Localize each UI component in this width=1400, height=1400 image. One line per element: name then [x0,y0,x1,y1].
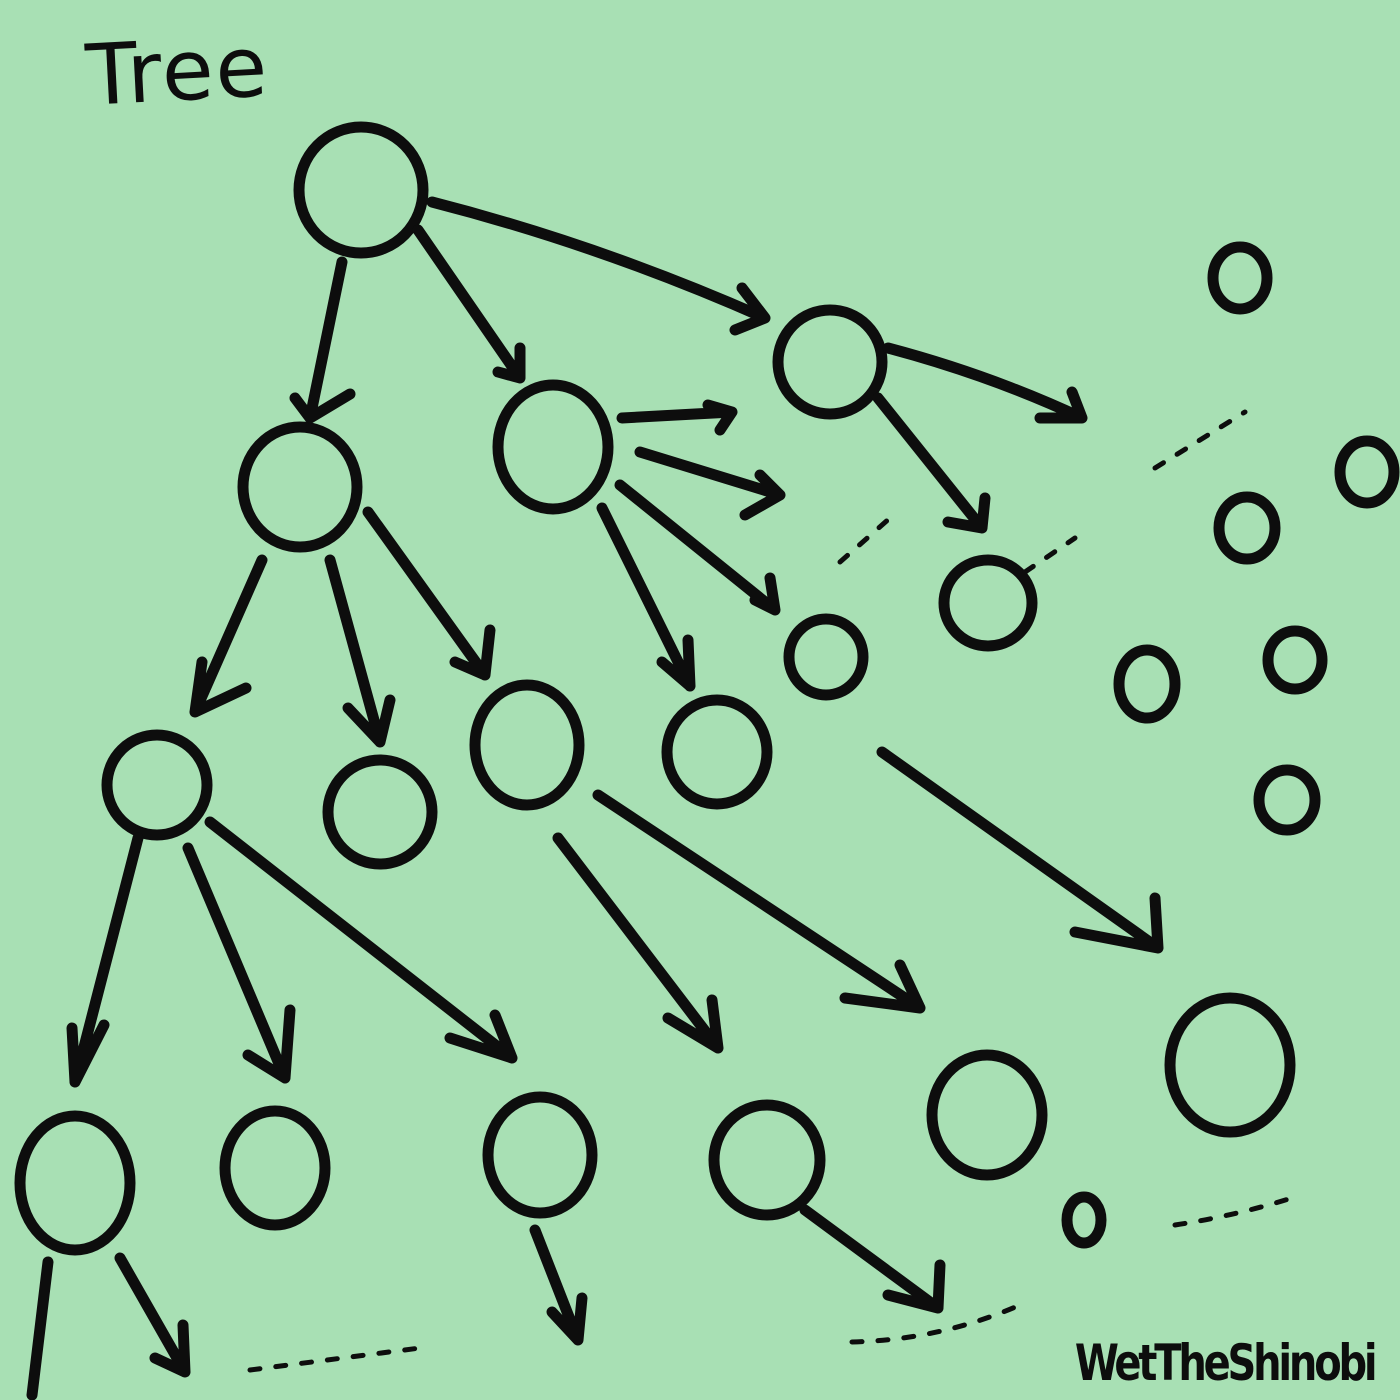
dots-right-upper [1025,538,1075,572]
node-l2-c [475,685,579,805]
artist-signature: WetTheShinobi [1074,1334,1374,1392]
dots-middle [840,518,890,562]
edge-root-l1b [418,230,520,378]
node-l2-a [107,735,207,835]
edge-l1b-up [622,405,732,430]
dots-bottom-left [250,1348,420,1370]
edge-root-l1c [432,202,765,330]
edge-l1a-l2a [195,560,262,712]
edge-l2c-l3e [598,795,920,1008]
edge-l3a-right [120,1258,185,1372]
node-small-6 [1259,770,1315,830]
node-l3-c [488,1097,592,1213]
node-small-4 [1119,650,1175,718]
node-l3-e [932,1055,1042,1175]
node-l3-a [20,1116,130,1250]
node-l2-d [667,700,767,804]
node-l3-d [714,1105,820,1215]
dots-bottom-right [1175,1196,1298,1225]
edge-l1a-l2b [330,560,390,742]
node-l1-c [778,310,882,414]
edge-l1a-l2c [368,512,490,675]
node-l1-b [498,385,608,509]
edge-root-l1a [295,262,350,418]
node-small-5 [1268,631,1322,689]
edge-l2c-l3d [558,838,718,1048]
node-small-1 [1213,247,1267,309]
continuation-dots [250,412,1298,1370]
node-root [299,127,423,253]
edge-l3d-right [805,1210,940,1308]
dots-right-top [1155,412,1245,468]
node-l1-a [243,427,357,547]
node-l2-f [944,560,1032,646]
edge-l2a-l3b [188,848,290,1078]
edge-l3a-down [32,1262,48,1395]
edge-l1c-l2f [878,398,985,528]
node-l2-b [328,760,432,864]
edge-l2a-l3a [72,838,138,1082]
node-small-2 [1340,441,1394,503]
node-l3-f [1170,998,1290,1132]
node-l2-e [789,619,863,695]
node-small-3 [1219,497,1275,559]
edge-l1c-right [888,348,1082,418]
edge-l3c-down [535,1230,582,1340]
edge-l1b-right [640,452,780,515]
edge-l2e-l3f [882,752,1158,948]
node-l3-b [225,1111,325,1225]
node-small-7 [1067,1197,1101,1243]
